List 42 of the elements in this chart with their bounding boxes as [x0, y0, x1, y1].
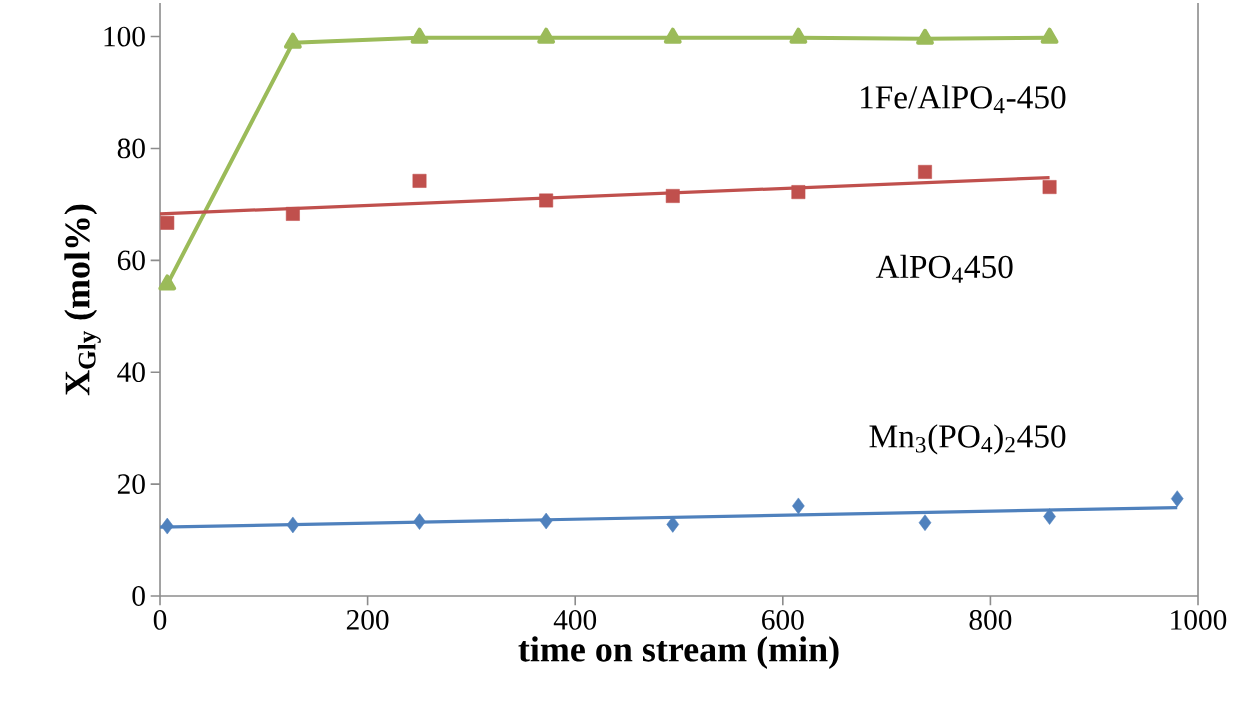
x-tick-label: 200: [346, 610, 389, 630]
point: [1042, 180, 1057, 194]
x-tick-label: 1000: [1171, 610, 1227, 630]
point: [539, 193, 554, 208]
series-label: Mn$_{3}$(PO$_{4}$)$_{2}$450: [869, 424, 1066, 455]
point: [789, 27, 808, 44]
y-tick-label: 100: [104, 26, 145, 47]
point: [160, 215, 175, 230]
series-label: 1Fe/AlPO$_{4}$-450: [860, 85, 1066, 114]
point: [539, 512, 553, 530]
point: [1170, 490, 1184, 507]
point: [412, 173, 427, 188]
y-tick-label: 40: [117, 362, 145, 383]
point: [283, 32, 302, 49]
x-tick-label: 0: [153, 610, 167, 630]
point: [286, 516, 300, 534]
text: AlPO$_{4}$450: [875, 254, 1013, 283]
point: [158, 274, 177, 291]
point: [413, 513, 426, 530]
y-axis-title: X$_{Gly}$ (mol%): [64, 204, 101, 396]
point: [285, 206, 300, 221]
point: [792, 497, 805, 515]
point: [666, 516, 680, 533]
point: [916, 28, 934, 45]
point: [161, 517, 174, 535]
y-tick-label: 0: [132, 586, 145, 606]
x-tick-label: 800: [969, 610, 1012, 630]
point: [663, 27, 682, 44]
point: [1043, 508, 1056, 525]
point: [537, 27, 556, 44]
point: [665, 189, 680, 203]
point: [918, 514, 932, 531]
y-tick-label: 80: [117, 138, 145, 159]
point: [791, 185, 806, 200]
x-tick-label: 600: [762, 610, 804, 630]
point: [918, 165, 932, 179]
x-tick-label: 400: [553, 610, 597, 630]
y-tick-label: 60: [117, 250, 145, 271]
y-tick-label: 20: [117, 474, 145, 494]
point: [410, 27, 429, 44]
point: [1040, 27, 1059, 44]
x-axis-title: time on stream (min): [518, 636, 839, 669]
